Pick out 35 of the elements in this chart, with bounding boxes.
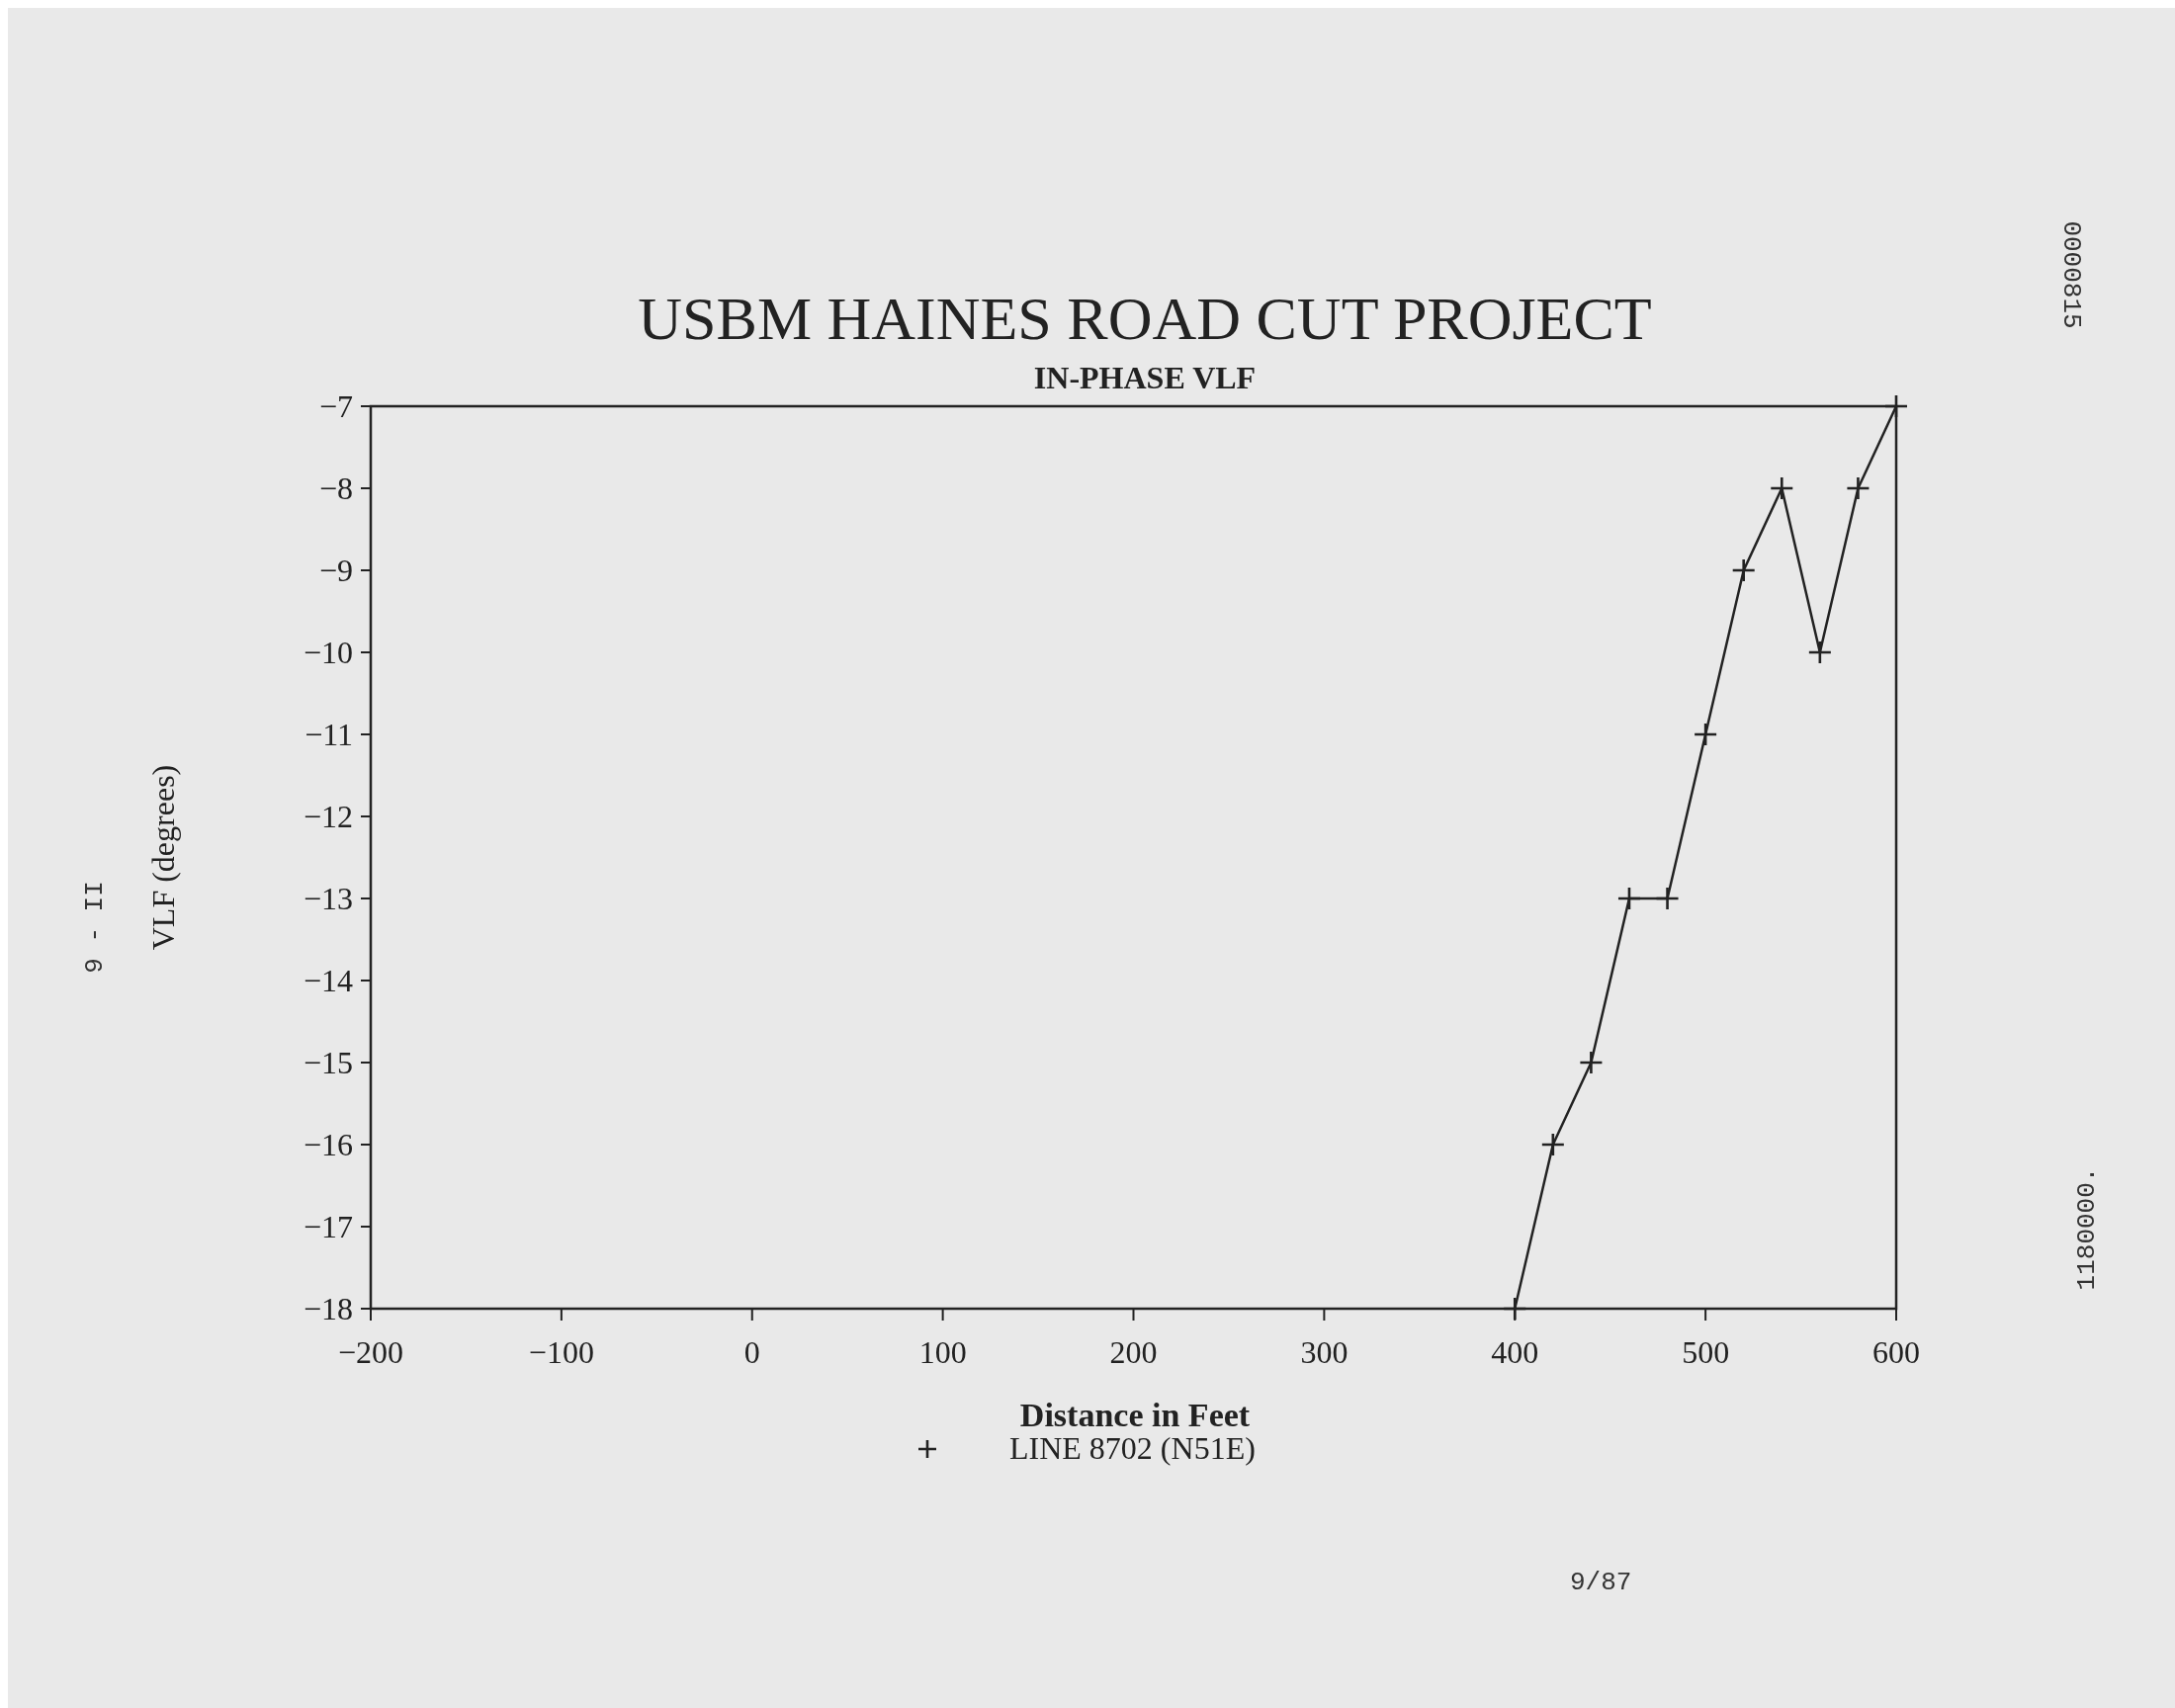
y-tick-label: −9	[318, 553, 353, 589]
x-tick-label: 600	[1872, 1334, 1920, 1370]
chart-subtitle: IN-PHASE VLF	[1033, 360, 1257, 395]
y-tick-label: −7	[318, 388, 353, 425]
y-tick-label: −14	[303, 963, 353, 999]
text: 9 - II	[80, 881, 110, 974]
y-tick-label: −15	[303, 1045, 353, 1081]
y-tick-label: −12	[303, 799, 353, 835]
y-tick-label: −11	[304, 717, 353, 753]
x-tick-label: 300	[1300, 1334, 1348, 1370]
x-tick-label: 200	[1109, 1334, 1158, 1370]
x-tick-label: 0	[743, 1334, 760, 1370]
x-tick-label: 400	[1491, 1334, 1539, 1370]
text: 9/87	[1570, 1568, 1632, 1597]
y-tick-label: −13	[303, 881, 353, 917]
x-tick-label: 500	[1682, 1334, 1730, 1370]
x-axis-title: Distance in Feet	[1019, 1397, 1251, 1433]
y-tick-label: −10	[303, 635, 353, 671]
point	[1847, 477, 1870, 499]
y-tick-label: −17	[303, 1209, 353, 1245]
x-tick-label: −100	[528, 1334, 594, 1370]
y-tick-label: −16	[303, 1127, 353, 1163]
point	[1580, 1052, 1603, 1073]
x-tick-label: −200	[337, 1334, 404, 1370]
x-tick-label: 100	[918, 1334, 967, 1370]
chart-title: USBM HAINES ROAD CUT PROJECT	[638, 285, 1652, 352]
y-tick-label: −18	[303, 1291, 353, 1327]
point	[1771, 477, 1793, 499]
y-tick-label: −8	[318, 470, 353, 507]
text: 0000815	[2056, 220, 2086, 329]
y-axis-title: VLF (degrees)	[145, 764, 181, 951]
text: 1180000.	[2072, 1166, 2102, 1291]
point	[1656, 888, 1679, 909]
legend-label: LINE 8702 (N51E)	[1009, 1430, 1256, 1466]
point	[1732, 559, 1755, 581]
